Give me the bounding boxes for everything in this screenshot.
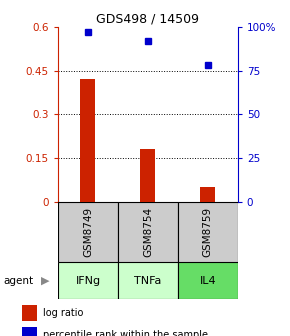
Bar <box>200 187 215 202</box>
Bar <box>22 305 37 321</box>
Bar <box>140 149 155 202</box>
Text: IL4: IL4 <box>200 276 216 286</box>
Title: GDS498 / 14509: GDS498 / 14509 <box>96 13 200 26</box>
Bar <box>118 262 178 299</box>
Text: ▶: ▶ <box>41 276 49 286</box>
Bar <box>118 202 178 262</box>
Bar <box>22 327 37 336</box>
Bar <box>178 262 238 299</box>
Bar <box>178 202 238 262</box>
Text: GSM8754: GSM8754 <box>143 207 153 257</box>
Bar <box>80 79 95 202</box>
Text: agent: agent <box>3 276 33 286</box>
Bar <box>58 202 118 262</box>
Text: log ratio: log ratio <box>43 308 84 318</box>
Text: IFNg: IFNg <box>75 276 101 286</box>
Bar <box>58 262 118 299</box>
Text: GSM8759: GSM8759 <box>203 207 213 257</box>
Text: percentile rank within the sample: percentile rank within the sample <box>43 330 208 336</box>
Text: TNFa: TNFa <box>134 276 162 286</box>
Text: GSM8749: GSM8749 <box>83 207 93 257</box>
